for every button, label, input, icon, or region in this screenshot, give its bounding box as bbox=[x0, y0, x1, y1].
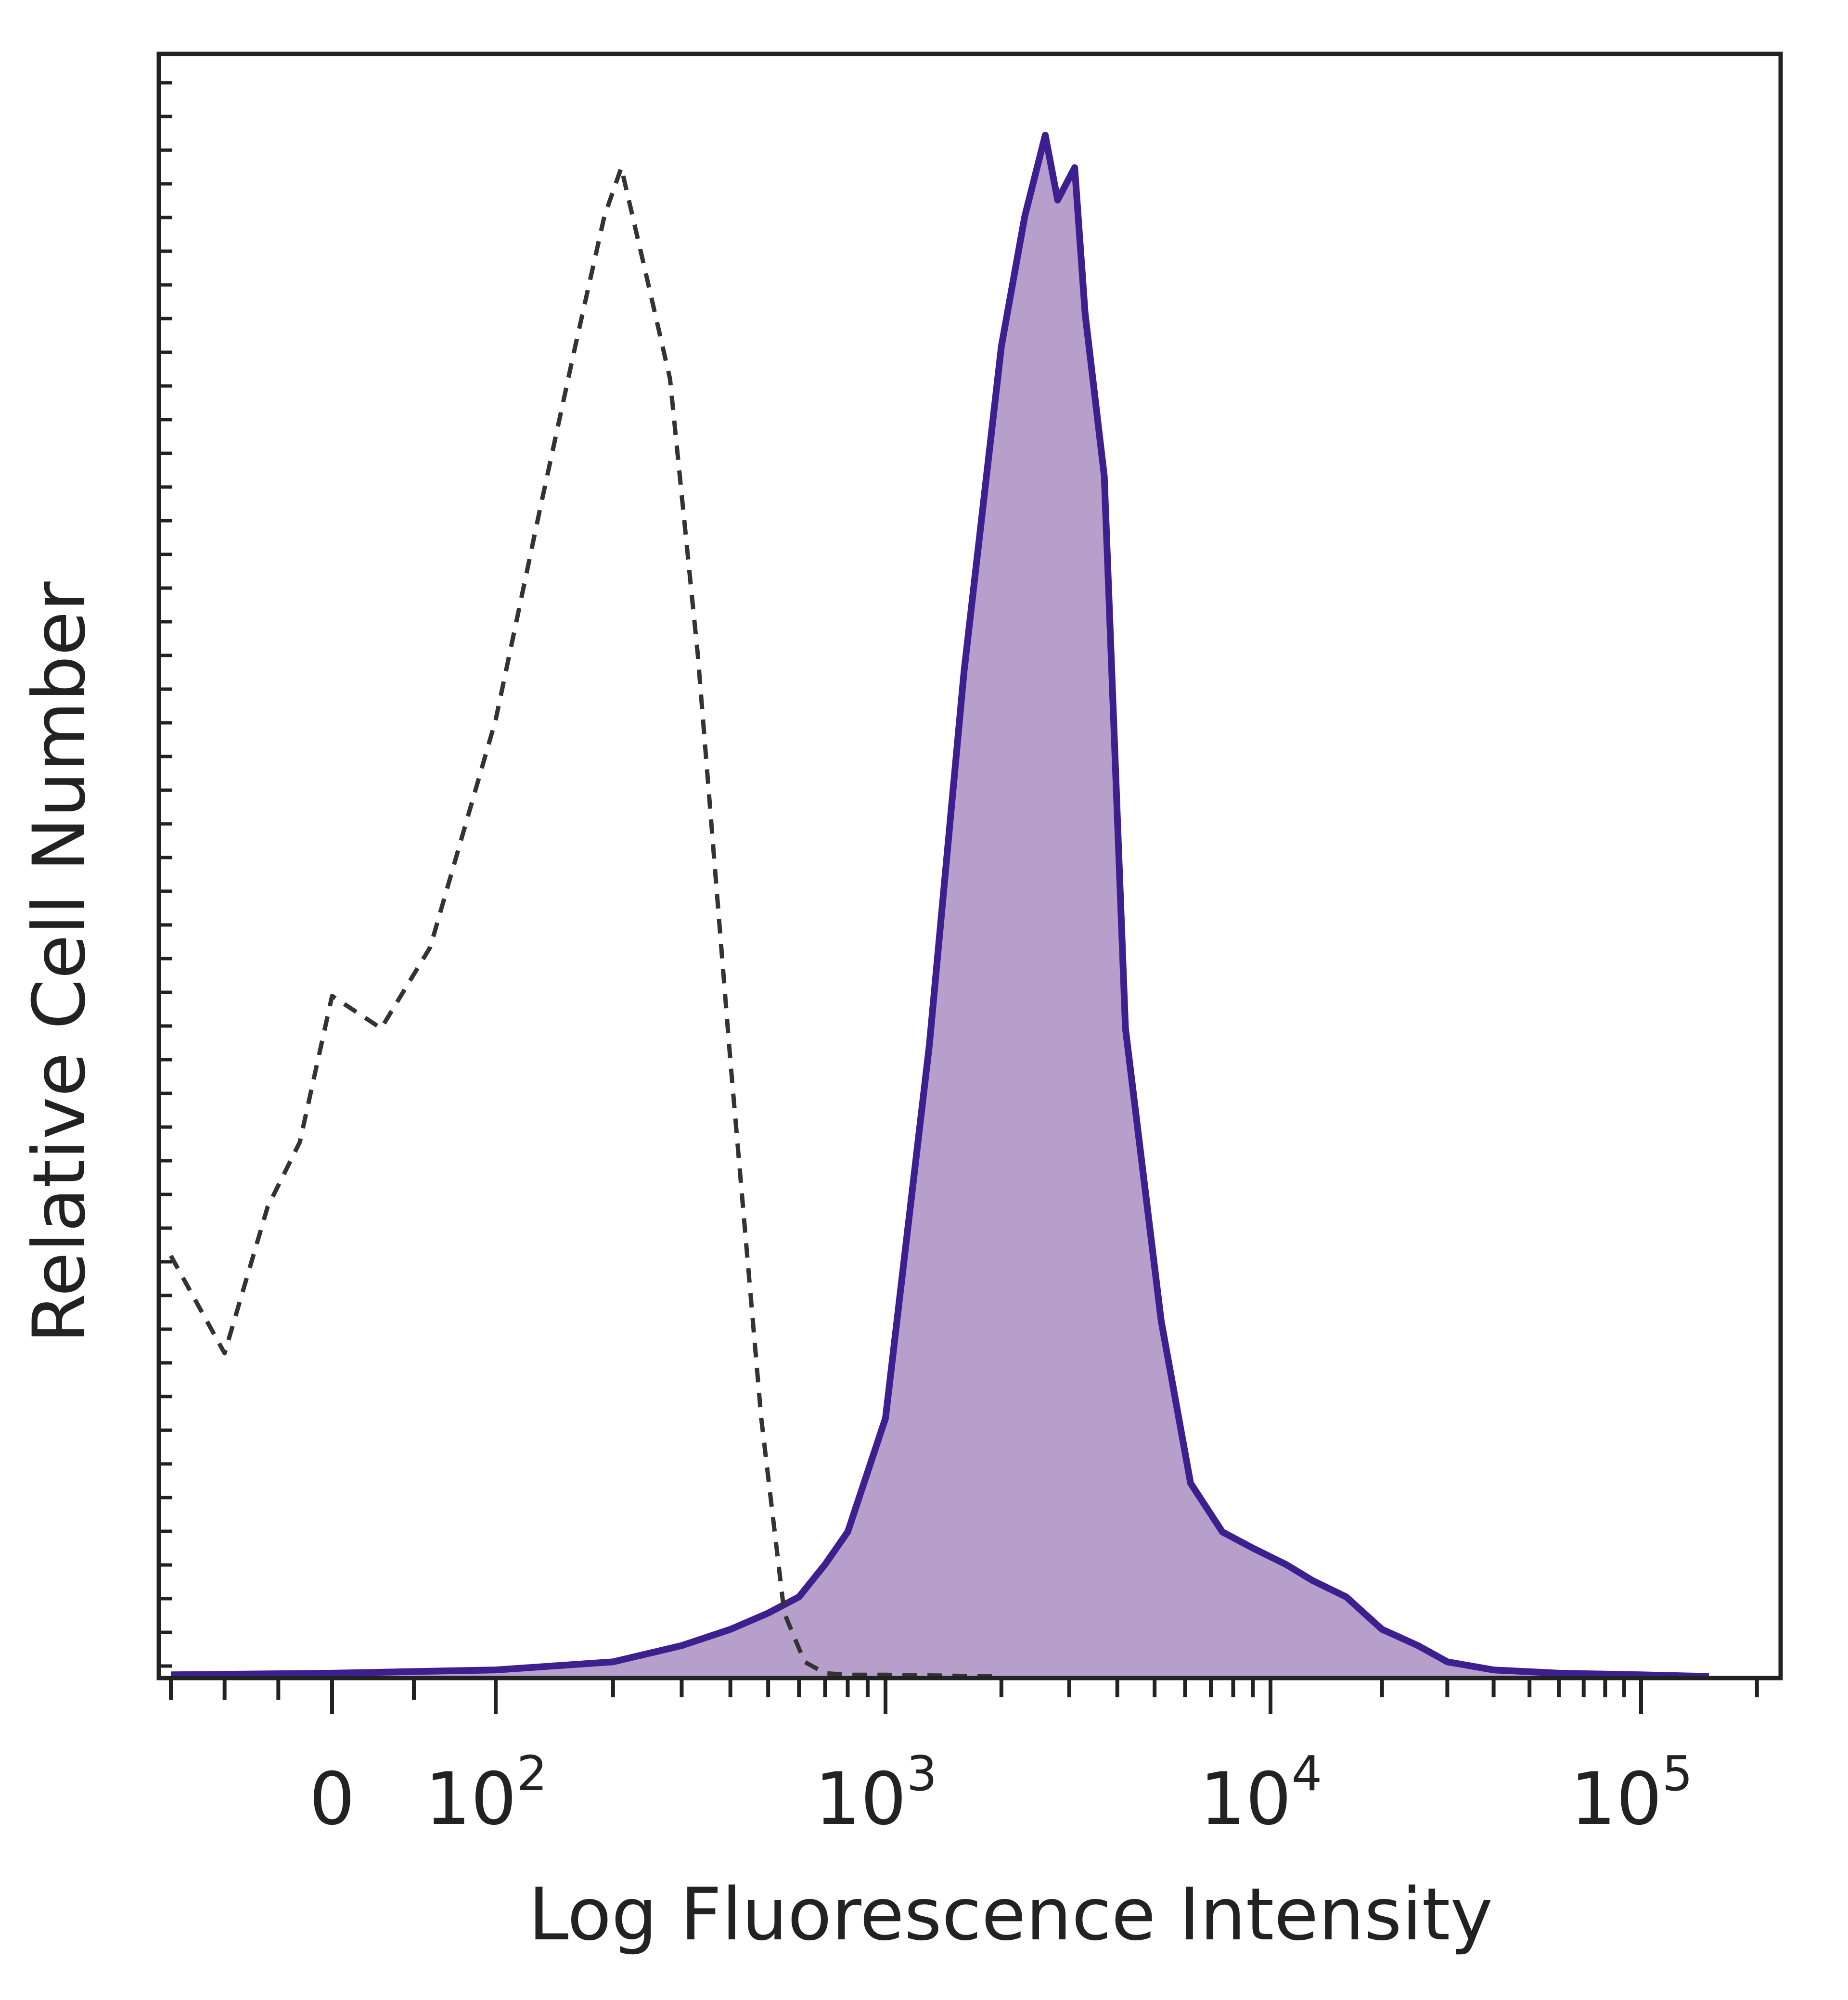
x-tick-4: 105 bbox=[1570, 1745, 1693, 1841]
x-tick-3: 104 bbox=[1200, 1745, 1322, 1841]
x-tick-1: 102 bbox=[425, 1745, 548, 1841]
y-axis-title: Relative Cell Number bbox=[18, 581, 102, 1344]
x-ticks: 0 102 103 104 105 bbox=[169, 1678, 1759, 1841]
series-1-fill bbox=[171, 135, 1709, 1678]
plot-frame bbox=[156, 51, 1783, 1680]
series-1-line bbox=[170, 131, 1709, 1680]
x-axis-title: Log Fluorescence Intensity bbox=[528, 1873, 1493, 1957]
x-tick-label: 104 bbox=[1200, 1745, 1322, 1841]
x-tick-label: 0 bbox=[309, 1757, 355, 1841]
x-tick-label: 105 bbox=[1570, 1745, 1693, 1841]
x-tick-label: 103 bbox=[815, 1745, 937, 1841]
series-0-line bbox=[169, 165, 1001, 1679]
y-ticks bbox=[159, 81, 172, 1668]
x-tick-0: 0 bbox=[309, 1757, 355, 1841]
x-tick-2: 103 bbox=[815, 1745, 937, 1841]
series-layer bbox=[169, 131, 1709, 1680]
x-tick-label: 102 bbox=[425, 1745, 548, 1841]
